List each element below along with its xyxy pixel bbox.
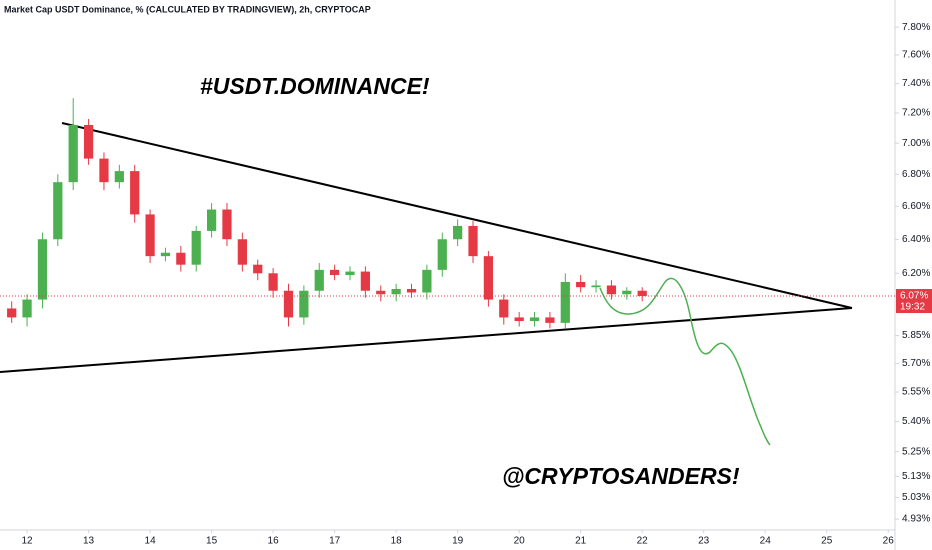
x-tick-label: 25 [821,536,833,547]
candle-body [7,308,17,318]
trend-line [0,307,853,373]
candle-body [330,269,340,276]
candle-body [99,158,109,183]
x-tick-label: 26 [883,536,895,547]
candle-body [53,182,63,240]
candle-body [283,290,294,318]
y-tick-label: 6.40% [902,234,930,245]
x-tick-label: 19 [452,536,464,547]
y-tick-label: 7.40% [902,78,930,89]
candle-body [637,290,647,297]
trend-line [61,122,853,309]
annotation: @CRYPTOSANDERS! [502,463,740,489]
candle-body [345,271,355,276]
candle-body [299,290,309,318]
y-tick-label: 7.20% [902,108,930,119]
candle-body [176,252,186,265]
candle-body [114,171,124,183]
candle-body [68,124,78,183]
y-tick-label: 5.03% [902,492,930,503]
candle-body [453,225,463,240]
candle-body [468,225,478,257]
y-tick-label: 5.70% [902,358,930,369]
candle-body [22,299,32,318]
countdown-label: 19:32 [900,302,925,313]
last-price-label: 6.07% [900,291,928,302]
x-tick-label: 22 [637,536,649,547]
projection-curve [599,277,771,446]
candle-body [191,230,201,265]
y-tick-label: 5.13% [902,471,930,482]
x-tick-label: 23 [698,536,710,547]
candle-body [376,290,386,295]
candle-body [391,288,401,295]
candle-body [591,285,601,288]
candle-body [237,239,247,265]
y-tick-label: 6.60% [902,201,930,212]
y-tick-label: 5.40% [902,416,930,427]
candle-body [314,269,324,291]
candle-body [622,290,632,295]
candle-body [206,209,217,231]
candle-body [422,269,432,293]
candle-body [606,285,617,295]
last-price-badge [896,289,932,314]
candle-body [576,281,586,288]
candle-body [514,317,524,322]
y-tick-label: 5.25% [902,446,930,457]
candle-body [437,239,447,270]
y-tick-label: 5.85% [902,330,930,341]
annotation: #USDT.DOMINANCE! [200,73,430,99]
x-tick-label: 13 [83,536,95,547]
candle-body [130,171,140,215]
x-tick-label: 16 [268,536,280,547]
x-tick-label: 18 [391,536,403,547]
y-tick-label: 4.93% [902,514,930,525]
x-tick-label: 20 [514,536,526,547]
chart-title: Market Cap USDT Dominance, % (CALCULATED… [4,4,371,14]
y-tick-label: 7.00% [902,138,930,149]
candle-body [529,317,540,322]
x-tick-label: 21 [575,536,587,547]
candle-body [545,317,555,323]
y-tick-label: 5.55% [902,387,930,398]
candle-body [483,256,494,300]
candle-body [253,264,263,274]
x-tick-label: 14 [145,536,157,547]
candle-body [268,273,278,291]
x-tick-label: 15 [206,536,218,547]
candle-body [499,299,509,318]
candle-body [37,239,48,300]
candle-body [222,209,232,240]
y-tick-label: 7.60% [902,50,930,61]
y-tick-label: 7.80% [902,22,930,33]
x-tick-label: 24 [760,536,772,547]
candle-body [145,214,155,257]
candle-body [360,271,370,291]
x-tick-label: 12 [22,536,34,547]
x-tick-label: 17 [329,536,341,547]
candle-body [83,124,94,159]
candle-body [406,288,417,293]
y-tick-label: 6.20% [902,268,930,279]
candle-body [160,252,171,257]
y-tick-label: 6.80% [902,169,930,180]
candle-body [560,281,570,323]
